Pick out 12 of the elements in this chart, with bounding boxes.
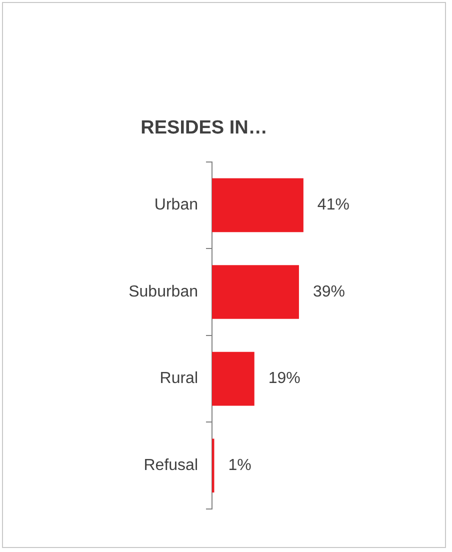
y-tick-label: Rural — [160, 370, 198, 388]
bar — [212, 178, 304, 232]
data-label: 41% — [317, 196, 350, 214]
data-label: 39% — [312, 283, 345, 300]
bar — [212, 265, 299, 319]
y-tick-label: Refusal — [144, 457, 198, 474]
y-tick-label: Urban — [154, 196, 198, 214]
data-label: 1% — [228, 457, 252, 474]
y-tick-label: Suburban — [128, 283, 198, 300]
bar — [212, 352, 254, 406]
chart-title: RESIDES IN… — [140, 118, 268, 139]
data-label: 19% — [268, 370, 300, 388]
